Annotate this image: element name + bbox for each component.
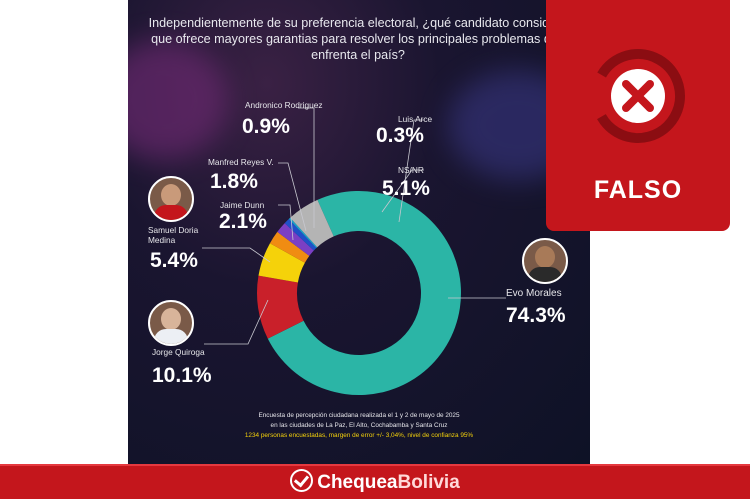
value-jorge-quiroga: 10.1% — [152, 364, 212, 387]
leader-line — [278, 162, 307, 232]
background-glow — [128, 40, 228, 160]
donut-chart — [202, 107, 506, 395]
x-icon — [591, 49, 686, 143]
leader-line — [298, 107, 315, 228]
brand-name-part1: Chequea — [317, 472, 398, 493]
value-manfred-reyes: 1.8% — [210, 170, 258, 193]
value-andronico-rodriguez: 0.9% — [242, 115, 290, 138]
candidate-photo-evo-morales — [522, 238, 568, 284]
donut-slice-luis-arce — [288, 217, 318, 249]
poll-question: Independientemente de su preferencia ele… — [148, 16, 568, 62]
donut-slice-andronico-rodriguez — [284, 219, 317, 251]
label-andronico-rodriguez: Andronico Rodriguez — [245, 100, 323, 110]
label-samuel-doria-medina-text: Samuel Doria Medina — [148, 225, 199, 245]
value-jaime-dunn: 2.1% — [219, 210, 267, 233]
leader-line — [278, 204, 294, 241]
value-ns-nr: 5.1% — [382, 177, 430, 200]
label-samuel-doria-medina: Samuel Doria Medina — [148, 225, 210, 245]
value-luis-arce: 0.3% — [376, 124, 424, 147]
donut-slice-jaime-dunn — [269, 231, 310, 263]
label-evo-morales: Evo Morales — [506, 288, 562, 299]
candidate-photo-jorge-quiroga — [148, 300, 194, 346]
brand-name-part2: Bolivia — [397, 472, 460, 493]
survey-footnote-line-3: 1234 personas encuestadas, margen de err… — [244, 432, 474, 439]
survey-footnote-line-1: Encuesta de percepción ciudadana realiza… — [258, 412, 460, 419]
donut-slice-evo-morales — [267, 191, 461, 395]
candidate-photo-samuel-doria-medina — [148, 176, 194, 222]
survey-footnote-line-2: en las ciudades de La Paz, El Alto, Coch… — [270, 422, 448, 429]
label-ns-nr: NS/NR — [398, 165, 424, 175]
leader-line — [202, 247, 271, 263]
label-jaime-dunn: Jaime Dunn — [220, 200, 265, 210]
chequea-bolivia-logo: ChequeaBolivia — [0, 469, 750, 494]
label-manfred-reyes: Manfred Reyes V. — [208, 157, 274, 167]
value-evo-morales: 74.3% — [506, 304, 566, 327]
falso-label: FALSO — [593, 176, 683, 204]
leader-line — [204, 299, 269, 345]
donut-slice-jorge-quiroga — [257, 275, 304, 339]
poll-infographic: Independientemente de su preferencia ele… — [128, 0, 590, 464]
label-luis-arce: Luis Arce — [398, 114, 433, 124]
value-samuel-doria-medina: 5.4% — [150, 249, 198, 272]
left-margin — [0, 0, 128, 464]
label-jorge-quiroga: Jorge Quiroga — [152, 347, 205, 357]
leader-line — [381, 169, 424, 213]
check-icon — [290, 469, 314, 492]
donut-slice-samuel-doria-medina — [258, 243, 305, 283]
donut-slice-manfred-reyes-v- — [277, 223, 314, 256]
brand-footer-bar: ChequeaBolivia — [0, 464, 750, 499]
fact-check-verdict-stamp: FALSO — [546, 0, 730, 231]
leader-line — [398, 119, 424, 223]
